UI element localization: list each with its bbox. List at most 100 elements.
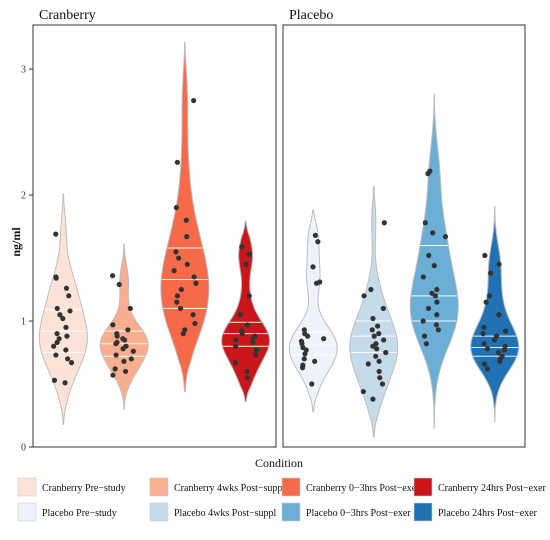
data-point xyxy=(482,252,488,259)
data-point xyxy=(173,205,179,211)
panels-layer: Cranberry 0 1 2 3 Placebo xyxy=(21,8,526,454)
legend-swatch xyxy=(17,502,37,522)
violin-group xyxy=(38,193,88,425)
data-point xyxy=(481,361,488,367)
data-point xyxy=(177,305,184,312)
data-point xyxy=(110,322,116,328)
data-point xyxy=(191,97,197,104)
data-point xyxy=(122,368,129,375)
data-point xyxy=(67,308,73,314)
data-point xyxy=(178,286,184,293)
data-point xyxy=(422,220,428,226)
panel-title: Placebo xyxy=(289,8,333,23)
legend-item: Cranberry 0−3hrs Post−exer xyxy=(281,477,420,497)
x-axis-title: Condition xyxy=(255,456,303,470)
data-point xyxy=(116,281,122,288)
legend-label: Cranberry Pre−study xyxy=(42,483,126,494)
data-point xyxy=(360,388,366,395)
data-point xyxy=(173,249,179,255)
violin-shape xyxy=(409,93,459,429)
data-point xyxy=(53,275,59,281)
data-point xyxy=(233,343,239,349)
data-point xyxy=(370,315,376,322)
data-point xyxy=(54,331,60,337)
data-point xyxy=(425,171,431,177)
data-point xyxy=(491,337,498,343)
data-point xyxy=(244,368,250,375)
legend: Cranberry Pre−study Cranberry 4wks Post−s… xyxy=(17,477,547,522)
data-point xyxy=(434,299,440,305)
y-tick-label: 2 xyxy=(21,191,26,202)
data-point xyxy=(120,346,126,352)
legend-label: Placebo 0−3hrs Post−exer xyxy=(306,508,411,519)
data-point xyxy=(315,239,321,245)
data-point xyxy=(379,381,386,387)
data-point xyxy=(233,337,239,343)
data-point xyxy=(63,324,69,330)
data-point xyxy=(374,346,380,352)
data-point xyxy=(174,159,180,165)
y-tick-label: 3 xyxy=(21,65,26,76)
data-point xyxy=(433,322,439,328)
data-point xyxy=(488,270,494,276)
data-point xyxy=(193,280,199,286)
data-point xyxy=(301,356,307,362)
panel-0: Cranberry 0 1 2 3 xyxy=(21,8,277,454)
data-point xyxy=(481,341,487,347)
data-point xyxy=(434,312,440,318)
data-point xyxy=(435,327,441,333)
data-point xyxy=(113,341,119,347)
y-axis-title: ng/ml xyxy=(9,227,23,257)
data-point xyxy=(370,343,376,349)
data-point xyxy=(305,333,311,339)
legend-swatch xyxy=(17,477,37,497)
violin-shape xyxy=(470,205,520,423)
data-point xyxy=(110,372,116,378)
data-point xyxy=(239,244,245,250)
data-point xyxy=(496,312,502,318)
data-point xyxy=(483,299,489,305)
data-point xyxy=(376,331,382,337)
data-point xyxy=(420,274,426,280)
legend-item: Cranberry 24hrs Post−exer xyxy=(413,477,547,497)
data-point xyxy=(68,360,75,366)
data-point xyxy=(60,315,66,322)
legend-label: Placebo 4wks Post−suppl xyxy=(174,508,277,519)
legend-swatch xyxy=(413,477,433,497)
data-point xyxy=(171,268,177,274)
data-point xyxy=(431,263,437,269)
data-point xyxy=(110,273,116,279)
data-point xyxy=(371,333,377,339)
y-tick-label: 1 xyxy=(21,317,26,328)
violin-shape xyxy=(160,42,210,393)
data-point xyxy=(130,348,136,354)
data-point xyxy=(113,352,119,358)
violin-shape xyxy=(288,209,338,413)
data-point xyxy=(301,327,307,333)
data-point xyxy=(493,333,500,339)
legend-item: Placebo 0−3hrs Post−exer xyxy=(281,502,411,522)
data-point xyxy=(57,312,63,318)
data-point xyxy=(53,231,59,237)
legend-item: Placebo Pre−study xyxy=(17,502,117,522)
data-point xyxy=(54,305,60,312)
data-point xyxy=(484,346,491,352)
legend-item: Cranberry Pre−study xyxy=(17,477,126,497)
data-point xyxy=(425,305,432,312)
data-point xyxy=(128,356,134,362)
data-point xyxy=(243,261,249,267)
data-point xyxy=(302,351,308,357)
data-point xyxy=(312,358,318,364)
legend-label: Cranberry 0−3hrs Post−exer xyxy=(306,483,420,494)
data-point xyxy=(381,220,387,226)
data-point xyxy=(127,305,133,312)
data-point xyxy=(244,375,251,381)
data-point xyxy=(125,327,131,333)
violin-group xyxy=(470,205,520,423)
y-tick-label: 0 xyxy=(21,443,26,454)
data-point xyxy=(190,312,196,318)
legend-label: Placebo Pre−study xyxy=(42,508,117,519)
data-point xyxy=(114,333,120,339)
data-point xyxy=(112,366,118,372)
